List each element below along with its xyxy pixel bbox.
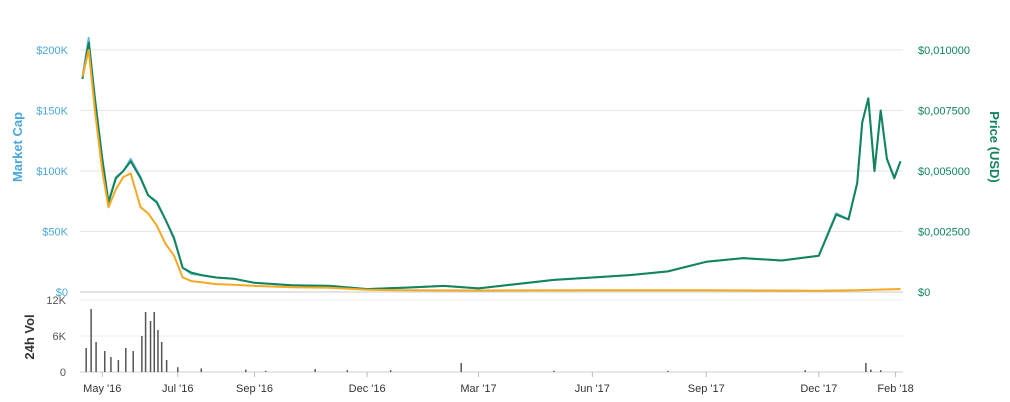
- volume-bar: [95, 342, 97, 372]
- volume-bar: [865, 363, 867, 372]
- right-axis-ticks: $0 $0,002500 $0,005000 $0,007500 $0,010000: [918, 45, 970, 299]
- volume-tick-label: 0: [60, 367, 66, 379]
- x-tick-label: Jul '16: [162, 383, 193, 395]
- x-tick-label: Dec '16: [349, 383, 386, 395]
- volume-bars: [85, 309, 882, 372]
- x-tick-label: Sep '17: [688, 383, 725, 395]
- volume-bar: [177, 367, 179, 372]
- left-tick-label: $0: [56, 287, 68, 299]
- volume-bar: [157, 330, 159, 372]
- volume-bar: [110, 357, 112, 372]
- volume-bar: [804, 370, 806, 372]
- left-tick-label: $50K: [42, 227, 68, 239]
- series-lines: [81, 36, 902, 292]
- left-tick-label: $100K: [36, 166, 68, 178]
- volume-bar: [160, 342, 163, 372]
- volume-tick-label: 6K: [53, 331, 67, 343]
- x-tick-label: Dec '17: [800, 383, 837, 395]
- right-tick-label: $0: [918, 287, 930, 299]
- x-tick-label: Feb '18: [877, 383, 913, 395]
- x-tick-label: Mar '17: [460, 383, 496, 395]
- volume-bar: [117, 360, 120, 372]
- series-line-market-cap: [81, 36, 902, 290]
- volume-bar: [141, 336, 143, 372]
- volume-bar: [125, 348, 127, 372]
- volume-bar: [870, 369, 872, 372]
- volume-bar: [90, 309, 92, 372]
- left-tick-label: $150K: [36, 106, 68, 118]
- volume-bar: [667, 370, 669, 372]
- volume-bar: [460, 363, 462, 372]
- right-tick-label: $0,002500: [918, 227, 970, 239]
- volume-bar: [264, 370, 267, 372]
- volume-axis-ticks: 0 6K 12K: [46, 295, 66, 379]
- volume-bar: [346, 370, 349, 372]
- volume-axis-title: 24h Vol: [22, 314, 37, 359]
- series-line-price-usd: [81, 41, 902, 291]
- volume-bar: [879, 370, 882, 372]
- right-tick-label: $0,010000: [918, 45, 970, 57]
- right-axis-title: Price (USD): [987, 111, 1002, 183]
- volume-bar: [149, 321, 152, 372]
- volume-bar: [314, 369, 316, 372]
- volume-bar: [144, 312, 147, 372]
- right-tick-label: $0,007500: [918, 106, 970, 118]
- volume-tick-label: 12K: [46, 295, 66, 307]
- volume-bar: [553, 370, 555, 372]
- volume-bar: [245, 369, 247, 372]
- volume-bar: [165, 360, 168, 372]
- grid-lines: [80, 49, 903, 373]
- x-axis-ticks: May '16 Jul '16 Sep '16 Dec '16 Mar '17 Jun '…: [83, 372, 914, 395]
- volume-bar: [85, 348, 87, 372]
- volume-bar: [132, 351, 134, 372]
- left-axis-title: Market Cap: [10, 112, 25, 182]
- x-tick-label: May '16: [83, 383, 121, 395]
- left-tick-label: $200K: [36, 45, 68, 57]
- volume-bar: [104, 351, 106, 372]
- left-axis-ticks: $0 $50K $100K $150K $200K: [36, 45, 68, 299]
- volume-bar: [200, 368, 203, 372]
- right-tick-label: $0,005000: [918, 166, 970, 178]
- volume-bar: [153, 312, 156, 372]
- x-tick-label: Sep '16: [236, 383, 273, 395]
- x-tick-label: Jun '17: [575, 383, 610, 395]
- volume-bar: [389, 370, 392, 372]
- series-line-price-btc: [81, 49, 901, 292]
